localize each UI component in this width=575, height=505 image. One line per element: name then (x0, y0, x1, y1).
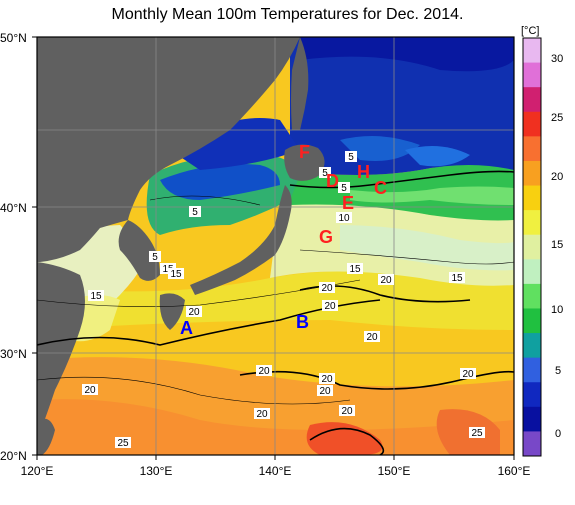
map-title: Monthly Mean 100m Temperatures for Dec. … (111, 6, 464, 23)
colorbar-swatch (523, 111, 541, 137)
contour-label: 20 (341, 406, 353, 417)
colorbar-swatch (523, 62, 541, 88)
gridlines (37, 37, 514, 455)
contour-label: 25 (471, 428, 483, 439)
contour-label: 5 (341, 183, 347, 194)
colorbar-swatches (523, 38, 541, 457)
colorbar-swatch (523, 357, 541, 383)
contour-label: 20 (380, 275, 392, 286)
contour-label: 5 (348, 152, 354, 163)
colorbar-swatch (523, 160, 541, 187)
contour-label: 20 (256, 409, 268, 420)
contour-label: 15 (90, 291, 102, 302)
colorbar-unit: [°C] (521, 25, 539, 37)
lat-label-50n: 50°N (0, 31, 27, 45)
contour-label: 20 (84, 385, 96, 396)
colorbar-swatch (523, 333, 541, 359)
contour-label: 20 (258, 366, 270, 377)
colorbar-swatch (523, 210, 541, 236)
colorbar-tick: 25 (551, 112, 563, 124)
contour-label: 25 (117, 438, 129, 449)
contour-label: 5 (322, 168, 328, 179)
lon-label-140e: 140°E (259, 464, 292, 478)
colorbar-tick: 10 (551, 304, 563, 316)
colorbar-tick: 15 (551, 239, 563, 251)
colorbar-swatch (523, 185, 541, 211)
point-label-e: E (342, 193, 354, 213)
contour-value-labels: 5 5 5 5 5 10 15 15 15 15 15 20 20 20 20 … (82, 151, 485, 449)
contour-label: 10 (338, 213, 350, 224)
minor-contours (37, 195, 514, 405)
colorbar-swatch (523, 382, 541, 408)
point-label-h: H (357, 162, 370, 182)
contour-label-box: 5 (345, 151, 357, 163)
point-label-d: D (326, 171, 339, 191)
point-label-c: C (374, 178, 387, 198)
contour-label: 20 (188, 307, 200, 318)
colorbar-swatch (523, 406, 541, 432)
lon-label-150e: 150°E (378, 464, 411, 478)
colorbar-swatch (523, 136, 541, 162)
colorbar-swatch (523, 308, 541, 334)
contour-label: 20 (321, 283, 333, 294)
contour-label: 15 (451, 273, 463, 284)
colorbar-swatch (523, 259, 541, 285)
colorbar-swatch (523, 87, 541, 113)
lon-label-120e: 120°E (21, 464, 54, 478)
colorbar-swatch (523, 431, 541, 457)
contour-label: 15 (349, 264, 361, 275)
point-label-a: A (180, 318, 193, 338)
point-labels: A B C D E F G H (180, 142, 387, 338)
colorbar-tick: 5 (555, 365, 561, 377)
contour-label: 20 (321, 374, 333, 385)
lat-label-20n: 20°N (0, 449, 27, 463)
point-label-b: B (296, 312, 309, 332)
tick-marks (32, 36, 515, 460)
lat-label-40n: 40°N (0, 201, 27, 215)
colorbar-frame (522, 37, 542, 457)
colorbar-swatch (523, 283, 541, 309)
colorbar-tick: 30 (551, 53, 563, 65)
land (37, 37, 325, 455)
contour-label: 5 (192, 207, 198, 218)
contour-label: 20 (462, 369, 474, 380)
colorbar: [°C] 30 25 20 15 10 5 0 (521, 25, 563, 457)
colorbar-swatch (523, 234, 541, 260)
contour-label: 20 (324, 301, 336, 312)
colorbar-swatch (523, 38, 541, 64)
point-label-g: G (319, 227, 333, 247)
point-label-f: F (299, 142, 310, 162)
contour-label: 20 (319, 386, 331, 397)
contour-label: 20 (366, 332, 378, 343)
contour-label: 15 (170, 269, 182, 280)
lon-label-160e: 160°E (498, 464, 531, 478)
lat-label-30n: 30°N (0, 347, 27, 361)
lon-label-130e: 130°E (140, 464, 173, 478)
colorbar-tick: 0 (555, 428, 561, 440)
contour-label: 5 (152, 252, 158, 263)
colorbar-tick: 20 (551, 171, 563, 183)
